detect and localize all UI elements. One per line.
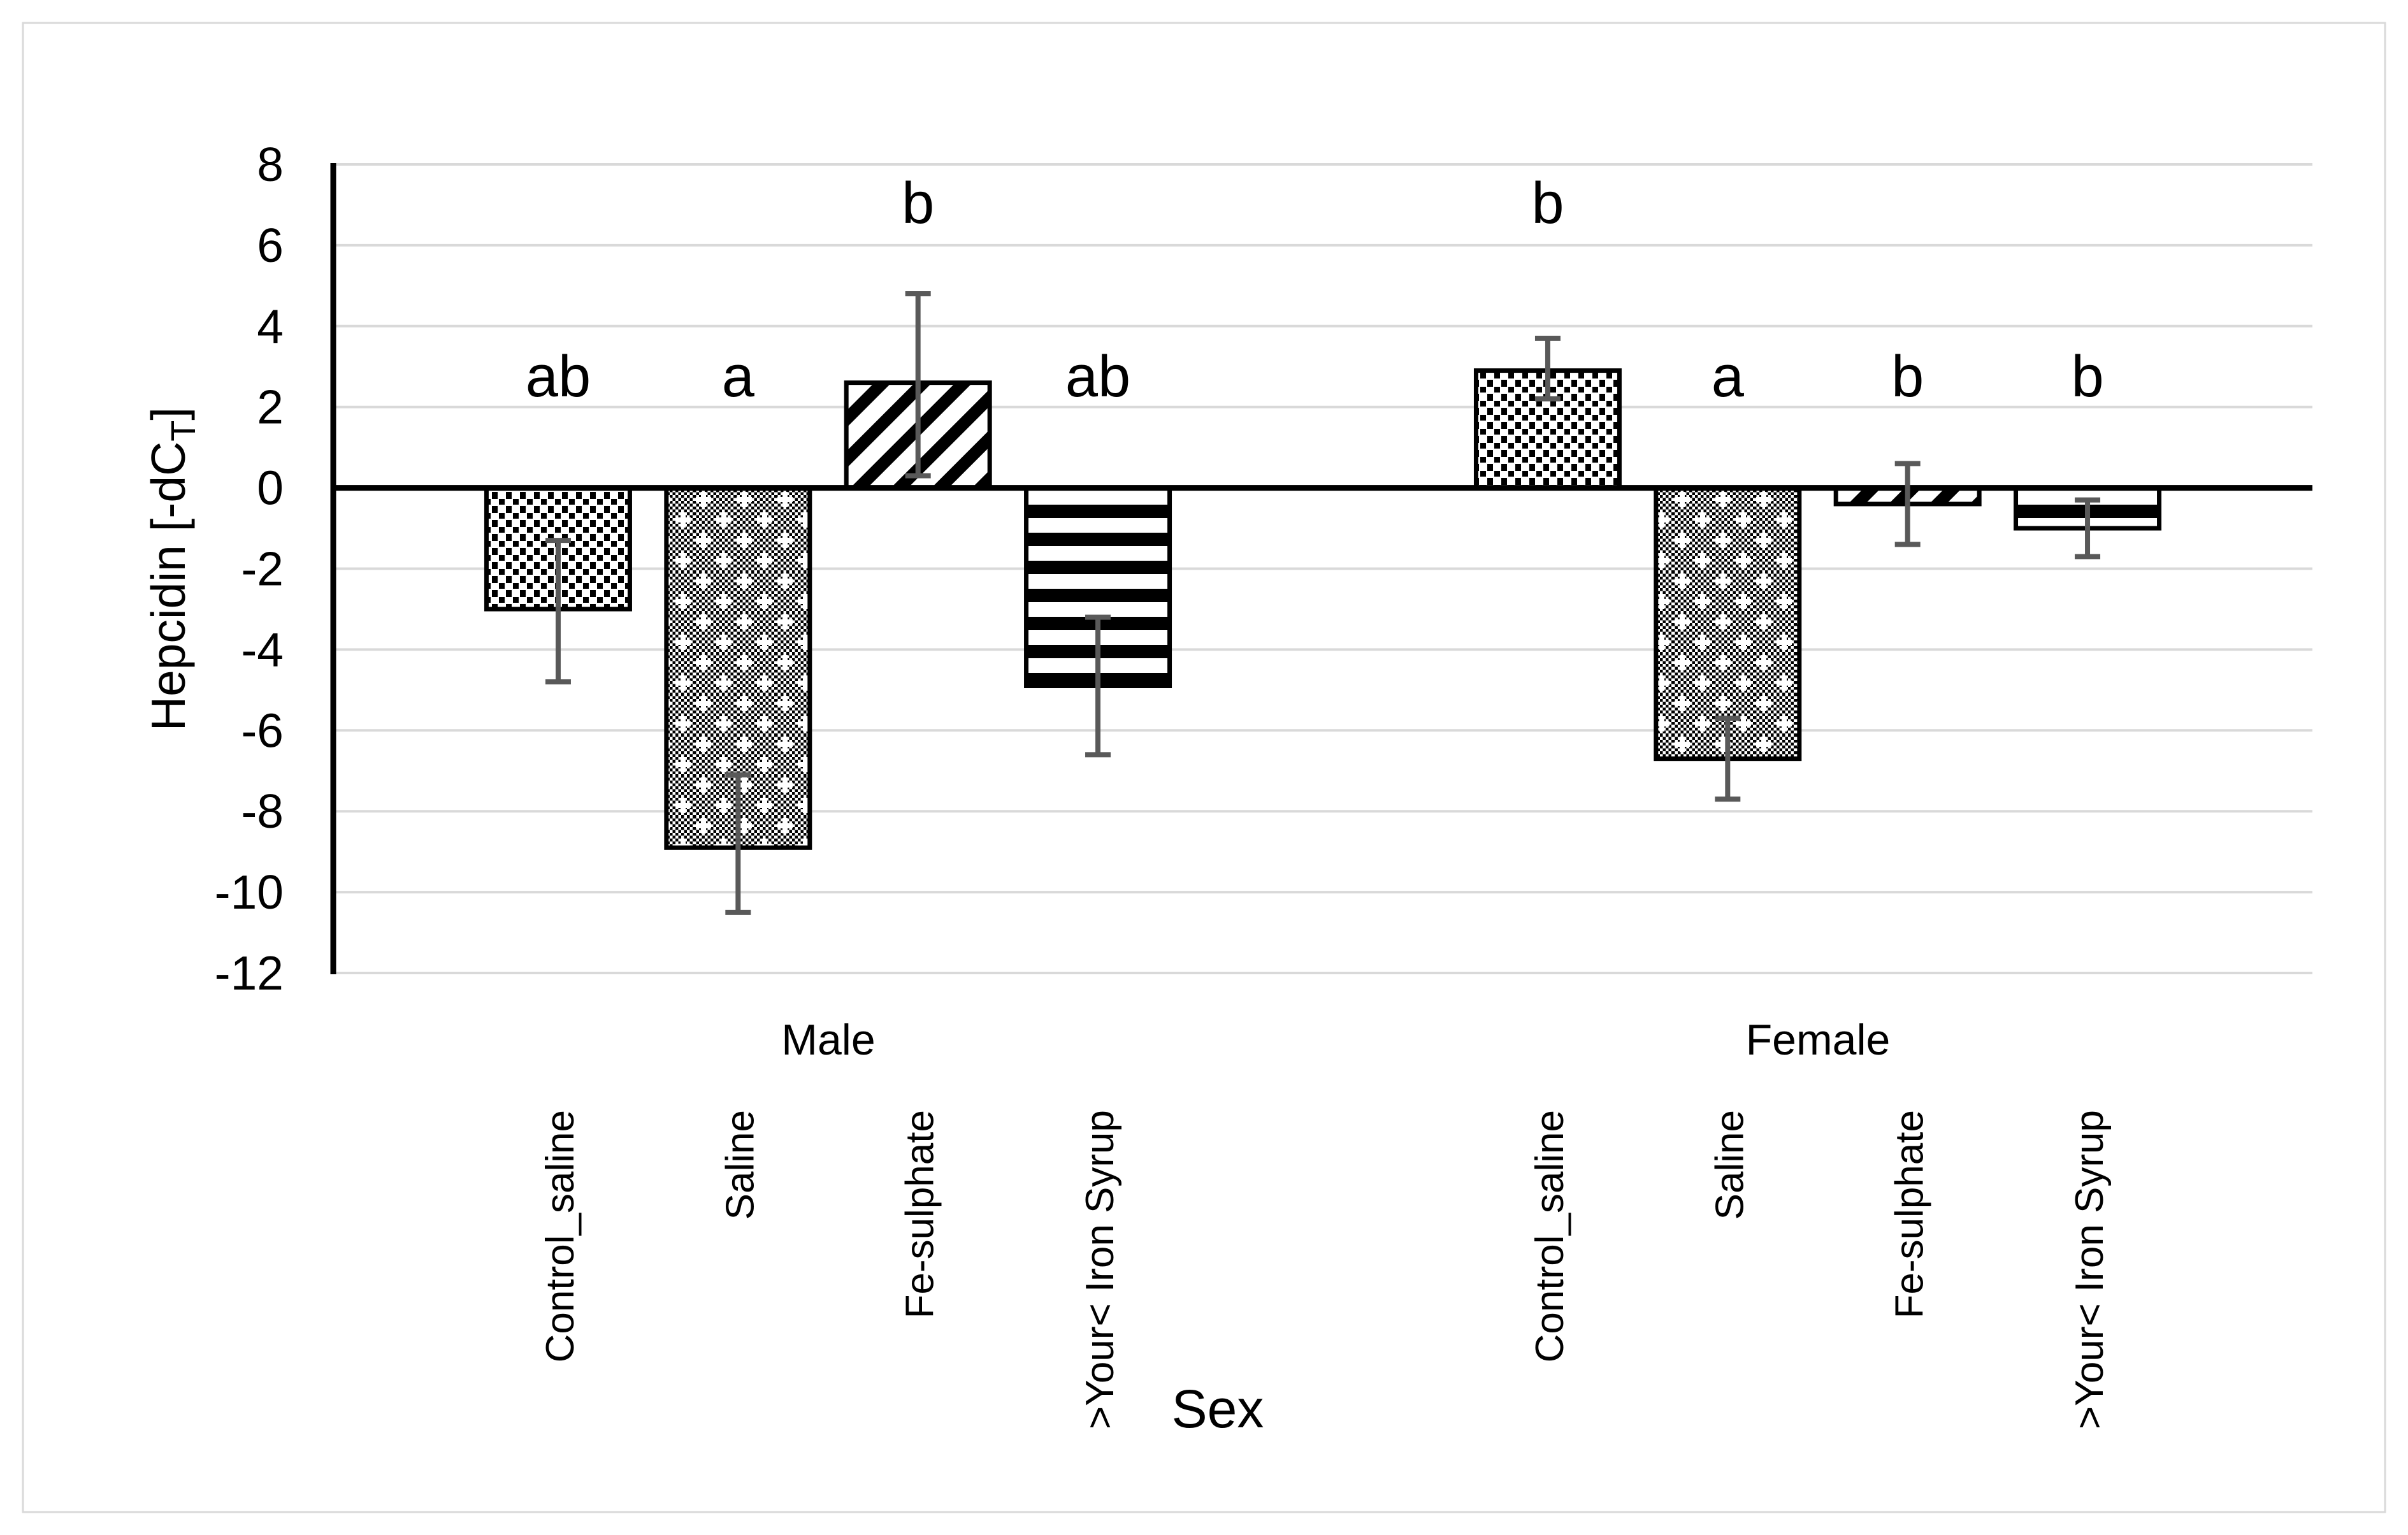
group-label-female: Female <box>1746 1016 1891 1064</box>
category-label: Saline <box>718 1110 762 1220</box>
sig-letter: a <box>722 344 755 409</box>
x-axis-title: Sex <box>1172 1379 1264 1439</box>
axes <box>330 163 2312 974</box>
y-tick-label: -4 <box>241 623 284 676</box>
y-tick-label: 8 <box>257 138 284 191</box>
sig-letter: a <box>1712 344 1745 409</box>
error-bars <box>545 291 2101 915</box>
y-axis-tick-labels: 8 6 4 2 0 -2 -4 -6 -8 -10 -12 <box>215 138 284 1000</box>
category-label: >Your< Iron Syrup <box>1078 1110 1122 1429</box>
category-label: Fe-sulphate <box>898 1110 942 1318</box>
category-label: Fe-sulphate <box>1888 1110 1932 1318</box>
category-labels: Control_saline Saline Fe-sulphate >Your< Ir… <box>538 1110 2112 1429</box>
y-tick-label: 0 <box>257 461 284 515</box>
y-tick-label: 4 <box>257 299 284 353</box>
y-tick-label: -2 <box>241 542 284 596</box>
group-label-male: Male <box>781 1016 875 1064</box>
y-tick-label: 2 <box>257 380 284 434</box>
sig-letter: b <box>2071 344 2103 409</box>
y-tick-label: -8 <box>241 784 284 838</box>
sig-letter: b <box>902 171 934 236</box>
sig-letter: b <box>1531 171 1564 236</box>
figure-border <box>22 22 2386 1513</box>
y-tick-label: 6 <box>257 219 284 272</box>
y-tick-label: -10 <box>215 865 284 919</box>
sig-letter: ab <box>1065 344 1130 409</box>
y-tick-label: -12 <box>215 946 284 1000</box>
category-label: Control_saline <box>1528 1110 1572 1362</box>
y-tick-label: -6 <box>241 703 284 757</box>
category-label: Control_saline <box>538 1110 582 1362</box>
category-label: >Your< Iron Syrup <box>2068 1110 2112 1429</box>
y-axis-title: Hepcidin [-dCT] <box>141 407 203 731</box>
sig-letter: b <box>1891 344 1924 409</box>
sig-letter: ab <box>526 344 591 409</box>
category-label: Saline <box>1708 1110 1752 1220</box>
